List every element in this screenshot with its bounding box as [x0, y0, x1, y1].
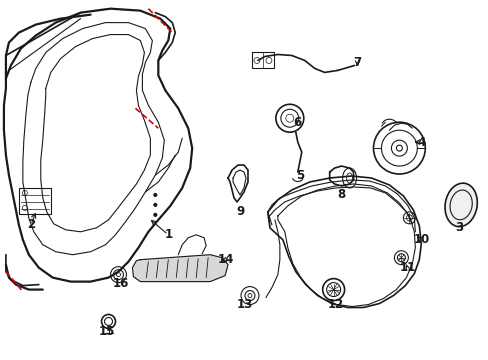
Text: 5: 5	[295, 168, 303, 181]
Polygon shape	[132, 255, 227, 282]
Text: 8: 8	[337, 188, 345, 202]
Text: 3: 3	[454, 221, 462, 234]
Circle shape	[154, 213, 157, 216]
FancyBboxPatch shape	[19, 188, 51, 214]
Text: 4: 4	[416, 136, 425, 149]
FancyBboxPatch shape	[251, 53, 273, 68]
Ellipse shape	[444, 183, 476, 227]
Text: 14: 14	[218, 253, 234, 266]
Text: 10: 10	[412, 233, 428, 246]
Circle shape	[154, 193, 157, 197]
Text: 13: 13	[236, 298, 253, 311]
Text: 11: 11	[398, 261, 415, 274]
Text: 7: 7	[353, 56, 361, 69]
Circle shape	[154, 203, 157, 206]
Text: 1: 1	[164, 228, 172, 241]
Text: 16: 16	[112, 277, 128, 290]
Text: 15: 15	[98, 325, 115, 338]
Text: 2: 2	[27, 218, 35, 231]
Text: 6: 6	[293, 116, 301, 129]
Text: 12: 12	[327, 298, 343, 311]
Text: 9: 9	[235, 205, 244, 219]
